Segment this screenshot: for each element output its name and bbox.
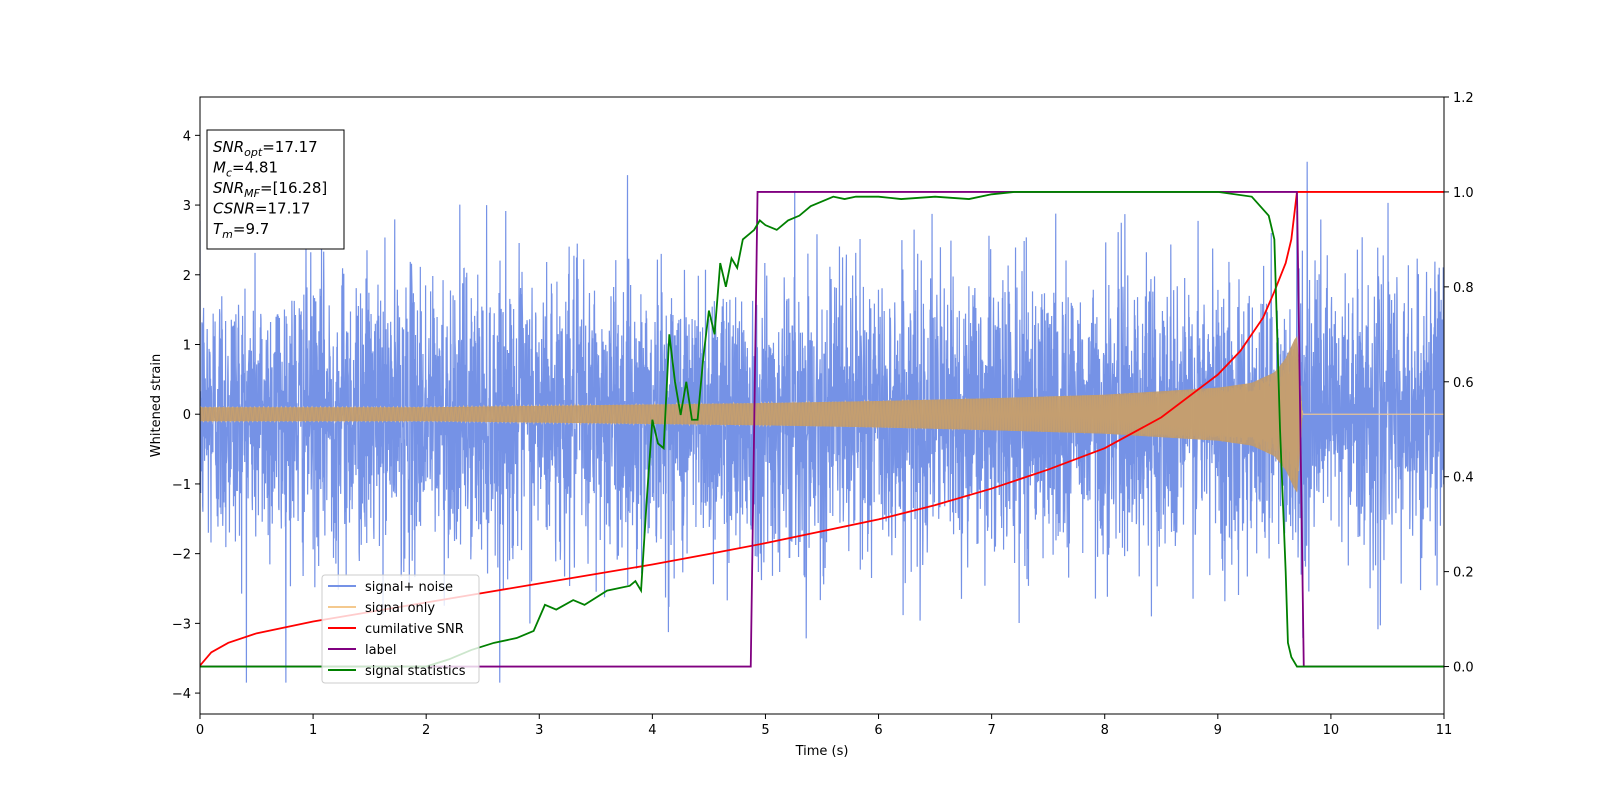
axes-layer: 0 1 2 3 4 5 6 7 8 9 10 11 −4 −3 −2 −1 0 1 2 3 4 0.0 0.2 0.4 0.6 0… bbox=[149, 91, 1474, 759]
info-line: CSNR=17.17 bbox=[213, 200, 310, 218]
y-tick-label: 4 bbox=[183, 129, 191, 144]
info-box-frame bbox=[206, 129, 345, 250]
info-line: Tm=9.7 bbox=[213, 220, 269, 241]
legend-entry: signal statistics bbox=[365, 664, 466, 679]
info-line: Mc=4.81 bbox=[213, 159, 278, 180]
series-signal-statistics bbox=[200, 191, 1444, 668]
y2-tick-label: 1.2 bbox=[1453, 91, 1474, 106]
y2-tick-label: 1.0 bbox=[1453, 186, 1474, 201]
y-tick-label: −2 bbox=[172, 548, 191, 563]
info-box: SNRopt=17.17Mc=4.81SNRMF=[16.28]CSNR=17.… bbox=[206, 129, 345, 250]
x-axis-label: Time (s) bbox=[795, 744, 849, 759]
legend-entry: label bbox=[365, 643, 396, 658]
legend-entry: cumilative SNR bbox=[365, 622, 464, 637]
info-line: SNRopt=17.17 bbox=[213, 138, 318, 159]
y-tick-label: −1 bbox=[172, 478, 191, 493]
y2-tick-label: 0.0 bbox=[1453, 661, 1474, 676]
x-tick-label: 2 bbox=[422, 723, 430, 738]
series-signal-only-band bbox=[200, 336, 1303, 493]
legend-frame bbox=[321, 574, 480, 684]
x-tick-label: 8 bbox=[1101, 723, 1109, 738]
x-tick-label: 4 bbox=[648, 723, 656, 738]
x-tick-label: 5 bbox=[761, 723, 769, 738]
y2-tick-label: 0.2 bbox=[1453, 566, 1474, 581]
plot-frame bbox=[199, 96, 1445, 715]
x-tick-label: 11 bbox=[1436, 723, 1453, 738]
y2-tick-label: 0.4 bbox=[1453, 471, 1474, 486]
legend: signal+ noise signal only cumilative SNR la… bbox=[321, 574, 480, 684]
x-tick-label: 7 bbox=[987, 723, 995, 738]
y-tick-label: 1 bbox=[183, 338, 191, 353]
legend-entry: signal only bbox=[365, 601, 435, 616]
x-tick-label: 0 bbox=[196, 723, 204, 738]
y-tick-label: 3 bbox=[183, 199, 191, 214]
x-tick-label: 3 bbox=[535, 723, 543, 738]
x-tick-label: 9 bbox=[1214, 723, 1222, 738]
y2-tick-label: 0.6 bbox=[1453, 376, 1474, 391]
y2-tick-label: 0.8 bbox=[1453, 281, 1474, 296]
y-axis-label: Whitened strain bbox=[149, 354, 164, 457]
series-signal-noise bbox=[200, 161, 1444, 683]
x-tick-label: 1 bbox=[309, 723, 317, 738]
legend-entry: signal+ noise bbox=[365, 580, 453, 595]
x-tick-label: 6 bbox=[874, 723, 882, 738]
x-tick-label: 10 bbox=[1323, 723, 1340, 738]
y-tick-label: 0 bbox=[183, 408, 191, 423]
y-tick-label: 2 bbox=[183, 269, 191, 284]
y-tick-label: −4 bbox=[172, 687, 191, 702]
info-line: SNRMF=[16.28] bbox=[213, 179, 327, 200]
y-tick-label: −3 bbox=[172, 617, 191, 632]
plot-border bbox=[199, 96, 1445, 715]
